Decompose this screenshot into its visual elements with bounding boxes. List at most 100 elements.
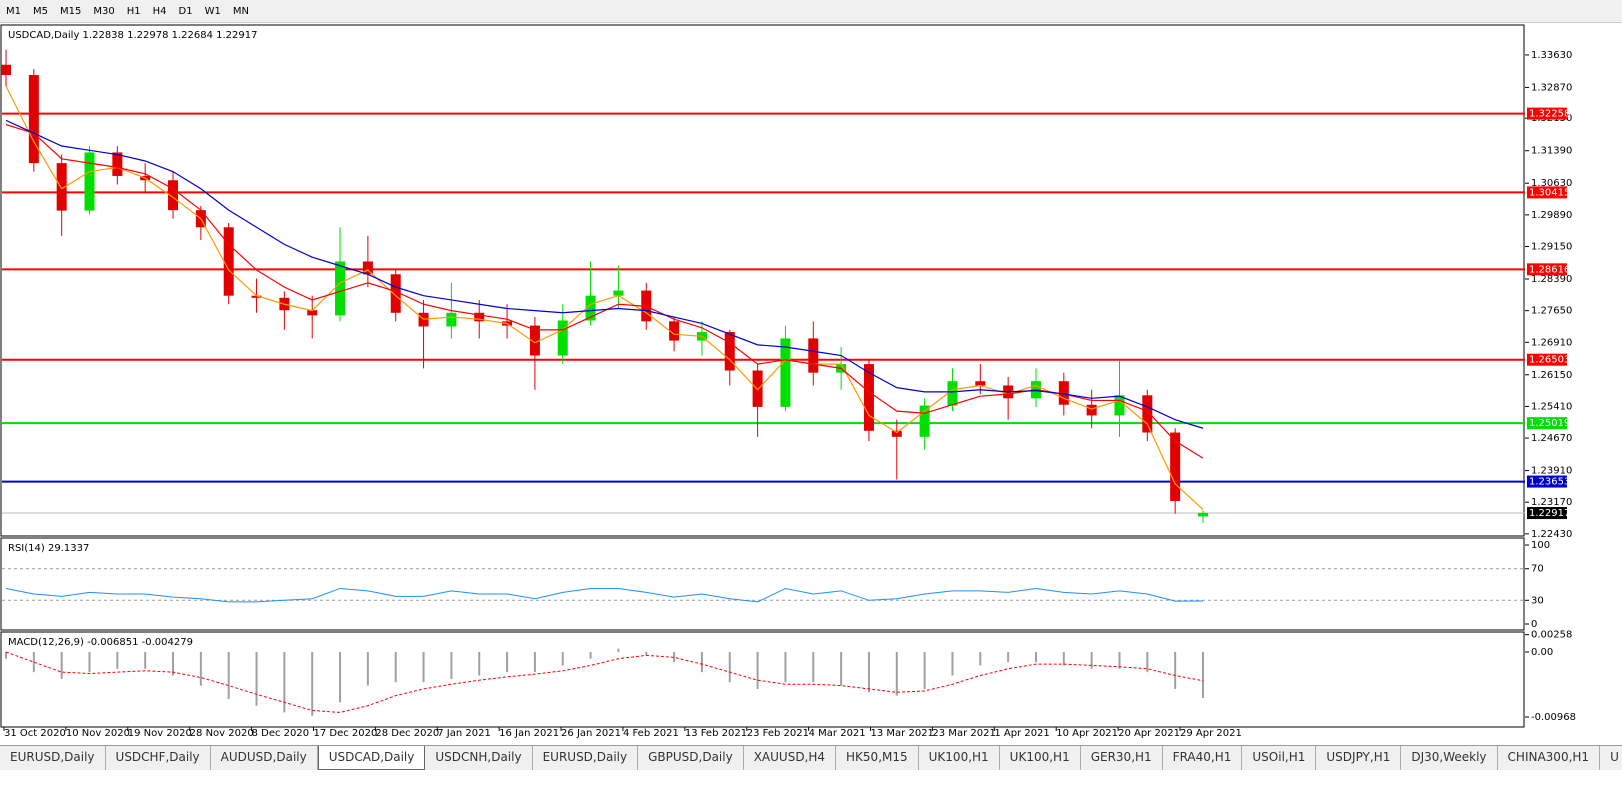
current-price-label: 1.22917 bbox=[1529, 508, 1570, 519]
candle-body bbox=[1114, 395, 1125, 416]
chart-tab[interactable]: UK100,H1 bbox=[1000, 746, 1081, 770]
timeframe-button[interactable]: M1 bbox=[6, 5, 21, 17]
chart-tab[interactable]: EURUSD,Daily bbox=[533, 746, 639, 770]
chart-tab[interactable]: USDCHF,Daily bbox=[106, 746, 211, 770]
panel-frame bbox=[0, 537, 1525, 631]
level-label-bg bbox=[1527, 475, 1567, 488]
chart-tab[interactable]: EURUSD,Daily bbox=[0, 746, 106, 770]
candle-body bbox=[112, 152, 123, 176]
level-label-bg bbox=[1527, 186, 1567, 199]
x-tick-label: 16 Jan 2021 bbox=[499, 728, 559, 739]
y-tick-label: 1.27650 bbox=[1531, 306, 1572, 317]
timeframe-button[interactable]: H4 bbox=[152, 5, 167, 17]
rsi-line bbox=[5, 587, 1204, 603]
candle-body bbox=[780, 338, 791, 407]
timeframe-button[interactable]: M30 bbox=[93, 5, 115, 17]
timeframe-button[interactable]: MN bbox=[232, 5, 249, 17]
timeframe-toolbar: M1 M5 M15 M30 H1 H4 D1 W1 MN bbox=[0, 0, 1622, 23]
x-tick-label: 26 Jan 2021 bbox=[561, 728, 621, 739]
chart-tab[interactable]: DJ30,Weekly bbox=[1401, 746, 1498, 770]
x-tick-label: 23 Mar 2021 bbox=[932, 728, 995, 739]
chart-tab[interactable]: AUDUSD,Daily bbox=[211, 746, 318, 770]
y-tick-label: 0 bbox=[1531, 619, 1537, 630]
moving-average bbox=[5, 124, 1204, 459]
y-tick-label: 1.26910 bbox=[1531, 337, 1572, 348]
y-tick-label: 70 bbox=[1531, 564, 1544, 575]
chart-tab[interactable]: FRA40,H1 bbox=[1163, 746, 1243, 770]
x-tick-label: 13 Feb 2021 bbox=[685, 728, 747, 739]
candle-body bbox=[613, 290, 624, 296]
chart-tab[interactable]: UK100,H1 bbox=[919, 746, 1000, 770]
candle-body bbox=[56, 163, 67, 211]
x-tick-label: 8 Dec 2020 bbox=[252, 728, 310, 739]
y-tick-label: 1.32870 bbox=[1531, 82, 1572, 93]
chart-tab[interactable]: USDCAD,Daily bbox=[317, 746, 426, 770]
panel-frame bbox=[0, 631, 1525, 728]
x-tick-label: 23 Feb 2021 bbox=[747, 728, 809, 739]
y-tick-label: 1.29890 bbox=[1531, 210, 1572, 221]
y-tick-label: 1.26150 bbox=[1531, 370, 1572, 381]
y-tick-label: 1.22430 bbox=[1531, 529, 1572, 540]
level-label-bg bbox=[1527, 353, 1567, 366]
current-price-bg bbox=[1527, 507, 1567, 520]
candle-body bbox=[168, 180, 179, 211]
y-tick-label: 100 bbox=[1531, 540, 1550, 551]
chart-tab[interactable]: GBPUSD,Daily bbox=[638, 746, 744, 770]
candle-body bbox=[1086, 404, 1097, 416]
timeframe-button[interactable]: H1 bbox=[126, 5, 141, 17]
timeframe-button[interactable]: M15 bbox=[60, 5, 82, 17]
x-tick-label: 1 Apr 2021 bbox=[994, 728, 1049, 739]
y-tick-label: 0.00258 bbox=[1531, 630, 1572, 641]
candle-body bbox=[529, 325, 540, 356]
candle-body bbox=[390, 274, 401, 313]
level-label: 1.28616 bbox=[1529, 264, 1570, 275]
y-tick-label: 1.23170 bbox=[1531, 497, 1572, 508]
candle-body bbox=[84, 152, 95, 211]
timeframe-button[interactable]: D1 bbox=[178, 5, 193, 17]
moving-average bbox=[5, 119, 1204, 429]
candle-body bbox=[28, 75, 39, 164]
candle-body bbox=[335, 261, 346, 316]
chart-tab[interactable]: USDCNH,Daily bbox=[425, 746, 533, 770]
candle-body bbox=[808, 338, 819, 373]
x-tick-label: 4 Feb 2021 bbox=[623, 728, 679, 739]
y-tick-label: 1.24670 bbox=[1531, 433, 1572, 444]
candle-body bbox=[1, 64, 11, 76]
y-tick-label: 1.29150 bbox=[1531, 242, 1572, 253]
x-tick-label: 17 Dec 2020 bbox=[313, 728, 377, 739]
level-label: 1.30415 bbox=[1529, 187, 1570, 198]
chart-tab[interactable]: USOil,H1 bbox=[1242, 746, 1317, 770]
level-label: 1.25019 bbox=[1529, 418, 1570, 429]
chart-tab[interactable]: HK50,M15 bbox=[836, 746, 919, 770]
candle-body bbox=[863, 364, 874, 431]
chart-tab[interactable]: CHINA300,H1 bbox=[1498, 746, 1601, 770]
level-label: 1.32258 bbox=[1529, 109, 1570, 120]
y-tick-label: 1.31390 bbox=[1531, 146, 1572, 157]
chart-tab[interactable]: U bbox=[1600, 746, 1622, 770]
chart-tab[interactable]: GER30,H1 bbox=[1081, 746, 1163, 770]
candle-body bbox=[1170, 432, 1181, 501]
chart-tab[interactable]: XAUUSD,H4 bbox=[744, 746, 837, 770]
x-tick-label: 28 Dec 2020 bbox=[375, 728, 439, 739]
signal-line bbox=[5, 651, 1204, 713]
x-tick-label: 28 Nov 2020 bbox=[190, 728, 254, 739]
y-tick-label: 1.28390 bbox=[1531, 274, 1572, 285]
candle-body bbox=[919, 405, 930, 437]
candle-body bbox=[891, 430, 902, 437]
y-tick-label: 0.00 bbox=[1531, 647, 1553, 658]
x-tick-label: 19 Nov 2020 bbox=[128, 728, 192, 739]
y-tick-label: -0.00968 bbox=[1531, 712, 1576, 723]
timeframe-button[interactable]: M5 bbox=[33, 5, 48, 17]
chart-tab[interactable]: USDJPY,H1 bbox=[1316, 746, 1402, 770]
candle-body bbox=[1198, 513, 1208, 517]
candle-body bbox=[307, 310, 318, 316]
candle-body bbox=[585, 295, 596, 321]
timeframe-button[interactable]: W1 bbox=[204, 5, 221, 17]
candle-body bbox=[975, 381, 986, 386]
x-tick-label: 10 Nov 2020 bbox=[66, 728, 130, 739]
candle-body bbox=[251, 295, 262, 298]
y-tick-label: 1.30630 bbox=[1531, 178, 1572, 189]
y-tick-label: 30 bbox=[1531, 595, 1544, 606]
candle-body bbox=[223, 227, 234, 296]
